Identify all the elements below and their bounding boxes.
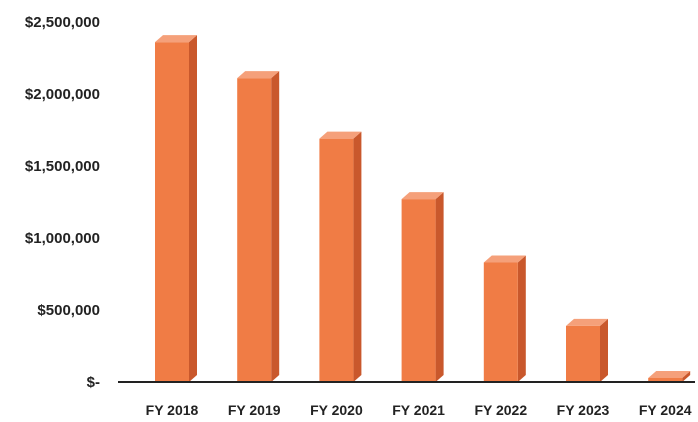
x-tick-label: FY 2018 (146, 402, 199, 418)
x-tick-label: FY 2019 (228, 402, 281, 418)
bar-front (237, 78, 272, 382)
x-tick-label: FY 2021 (392, 402, 445, 418)
bar-side (682, 371, 691, 382)
y-tick-label: $1,000,000 (25, 230, 100, 247)
bar-side (517, 255, 526, 382)
bar-side (353, 131, 362, 382)
bar-side (435, 192, 444, 382)
bars (155, 35, 691, 382)
bar-top (319, 131, 362, 139)
y-axis-ticks: $- $500,000 $1,000,000 $1,500,000 $2,000,000… (25, 14, 100, 391)
y-tick-label: $500,000 (37, 302, 100, 319)
y-tick-label: $2,500,000 (25, 14, 100, 31)
bar (648, 371, 691, 382)
bar (237, 71, 280, 382)
bar-front (648, 378, 683, 382)
bar-top (648, 371, 691, 378)
bar (483, 255, 526, 382)
bar-front (155, 42, 189, 382)
y-tick-label: $2,000,000 (25, 86, 100, 103)
bar-top (483, 255, 526, 263)
bar-front (319, 138, 354, 382)
bar-side (600, 318, 608, 382)
bar-front (566, 325, 600, 382)
bar-top (237, 71, 280, 79)
y-tick-label: $- (87, 374, 100, 391)
x-tick-label: FY 2023 (557, 402, 610, 418)
bar (319, 131, 362, 382)
bar-top (401, 192, 444, 200)
bar-top (155, 35, 197, 43)
x-tick-label: FY 2022 (474, 402, 527, 418)
x-axis-labels: FY 2018 FY 2019 FY 2020 FY 2021 FY 2022 FY 20… (146, 402, 692, 418)
bar (155, 35, 197, 382)
y-tick-label: $1,500,000 (25, 158, 100, 175)
bar-front (483, 262, 518, 382)
bar-side (271, 71, 280, 382)
x-tick-label: FY 2020 (310, 402, 363, 418)
bar (566, 318, 608, 382)
bar-front (401, 199, 436, 382)
bar (401, 192, 444, 382)
x-tick-label: FY 2024 (639, 402, 692, 418)
bar-top (566, 318, 608, 326)
bar-side (189, 35, 197, 382)
